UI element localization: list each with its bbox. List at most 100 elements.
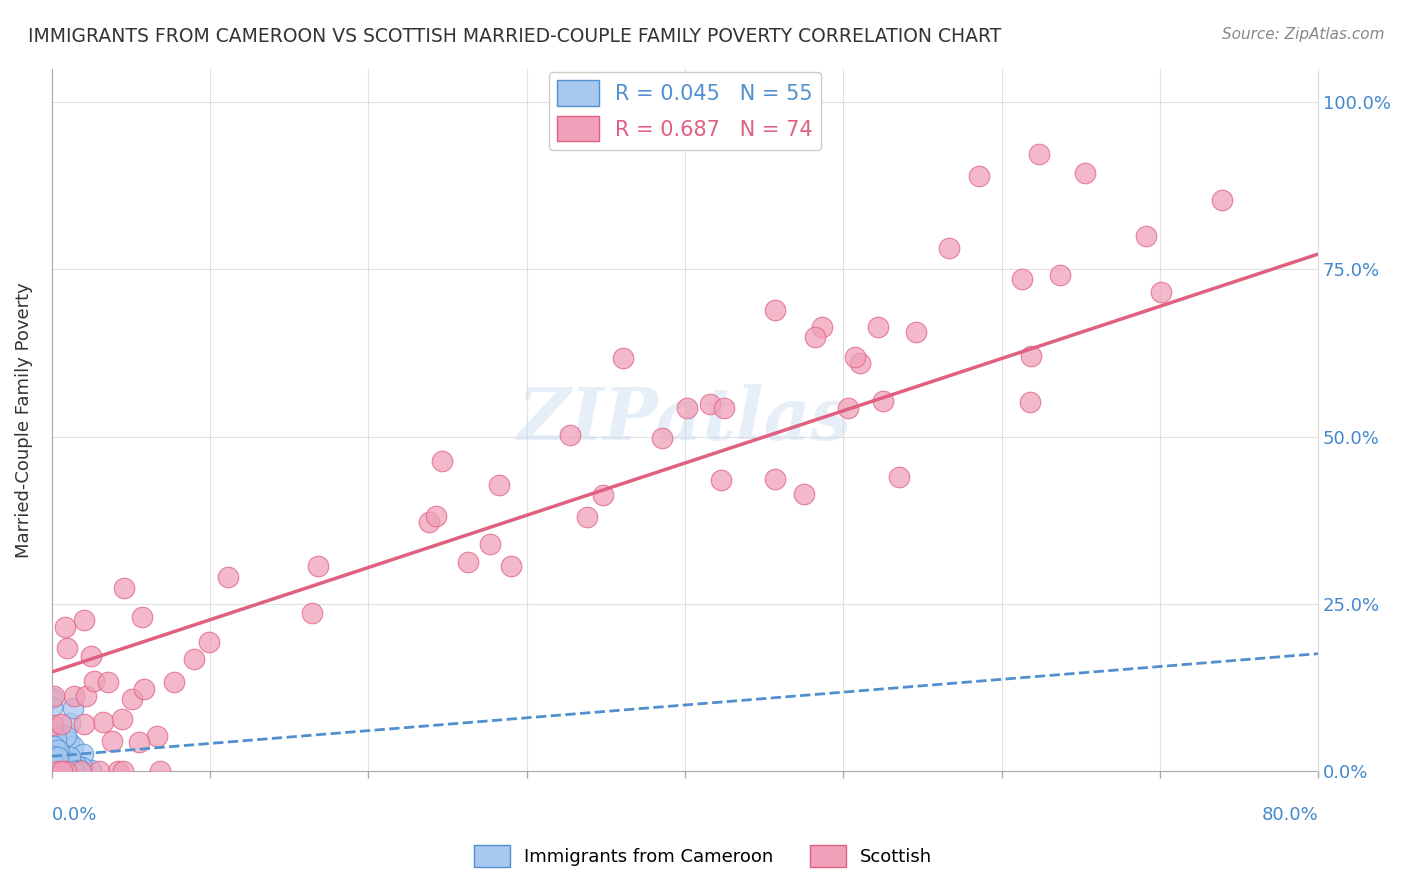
Point: [1011, 271, 1033, 285]
Point: [1018, 395, 1040, 409]
Point: [425, 508, 447, 523]
Point: [65, 757, 87, 772]
Point: [478, 537, 501, 551]
Point: [44, 725, 66, 739]
Point: [197, 634, 219, 648]
Point: [969, 169, 991, 183]
Text: Source: ZipAtlas.com: Source: ZipAtlas.com: [1222, 27, 1385, 42]
Point: [52, 752, 75, 766]
Point: [63, 763, 86, 777]
Point: [55, 756, 77, 771]
Point: [131, 610, 153, 624]
Point: [488, 478, 510, 492]
Point: [1074, 166, 1097, 180]
Point: [110, 712, 132, 726]
Point: [430, 454, 453, 468]
Point: [45, 757, 67, 772]
Point: [107, 764, 129, 779]
Point: [45, 754, 67, 768]
Point: [41, 758, 63, 772]
Point: [46, 752, 69, 766]
Point: [710, 473, 733, 487]
Point: [62, 764, 84, 778]
Point: [675, 401, 697, 416]
Point: [49, 748, 72, 763]
Point: [612, 351, 634, 366]
Text: ZIPatlas: ZIPatlas: [517, 384, 852, 455]
Point: [83, 673, 105, 688]
Point: [905, 325, 928, 339]
Point: [713, 401, 735, 416]
Point: [301, 606, 323, 620]
Point: [111, 764, 134, 779]
Point: [70, 764, 93, 779]
Point: [53, 754, 76, 768]
Point: [457, 555, 479, 569]
Point: [80, 648, 103, 663]
Point: [41, 699, 63, 714]
Point: [45, 750, 67, 764]
Point: [55, 764, 77, 779]
Point: [52, 758, 75, 772]
Point: [58, 749, 80, 764]
Point: [41, 690, 63, 705]
Point: [53, 759, 76, 773]
Point: [56, 755, 79, 769]
Point: [1019, 350, 1042, 364]
Point: [699, 397, 721, 411]
Point: [1135, 229, 1157, 244]
Point: [51, 764, 73, 779]
Point: [849, 356, 872, 370]
Point: [793, 486, 815, 500]
Point: [53, 620, 76, 634]
Point: [62, 739, 84, 754]
Point: [44, 748, 66, 763]
Point: [70, 759, 93, 773]
Point: [45, 753, 67, 767]
Point: [67, 763, 90, 777]
Point: [51, 764, 73, 778]
Point: [217, 570, 239, 584]
Point: [56, 640, 79, 655]
Point: [42, 758, 65, 772]
Point: [89, 764, 111, 779]
Point: [42, 749, 65, 764]
Point: [42, 690, 65, 704]
Point: [558, 428, 581, 442]
Point: [149, 764, 172, 779]
Point: [42, 750, 65, 764]
Legend: Immigrants from Cameroon, Scottish: Immigrants from Cameroon, Scottish: [467, 838, 939, 874]
Point: [49, 759, 72, 773]
Point: [763, 472, 786, 486]
Point: [146, 729, 169, 743]
Point: [46, 764, 69, 779]
Point: [763, 302, 786, 317]
Point: [59, 715, 82, 730]
Point: [53, 757, 76, 772]
Point: [42, 749, 65, 764]
Point: [576, 510, 599, 524]
Point: [49, 757, 72, 772]
Point: [91, 714, 114, 729]
Point: [48, 755, 70, 769]
Point: [938, 242, 960, 256]
Point: [183, 651, 205, 665]
Point: [56, 757, 79, 772]
Point: [837, 401, 859, 416]
Point: [121, 692, 143, 706]
Y-axis label: Married-Couple Family Poverty: Married-Couple Family Poverty: [15, 282, 32, 558]
Point: [42, 729, 65, 743]
Point: [55, 729, 77, 743]
Point: [872, 394, 894, 409]
Point: [48, 748, 70, 763]
Point: [1211, 194, 1233, 208]
Point: [45, 731, 67, 746]
Point: [97, 675, 120, 690]
Point: [1150, 285, 1173, 299]
Text: 80.0%: 80.0%: [1261, 806, 1319, 824]
Point: [46, 743, 69, 757]
Legend: R = 0.045   N = 55, R = 0.687   N = 74: R = 0.045 N = 55, R = 0.687 N = 74: [548, 72, 821, 150]
Point: [44, 755, 66, 769]
Point: [75, 689, 97, 703]
Point: [51, 753, 73, 767]
